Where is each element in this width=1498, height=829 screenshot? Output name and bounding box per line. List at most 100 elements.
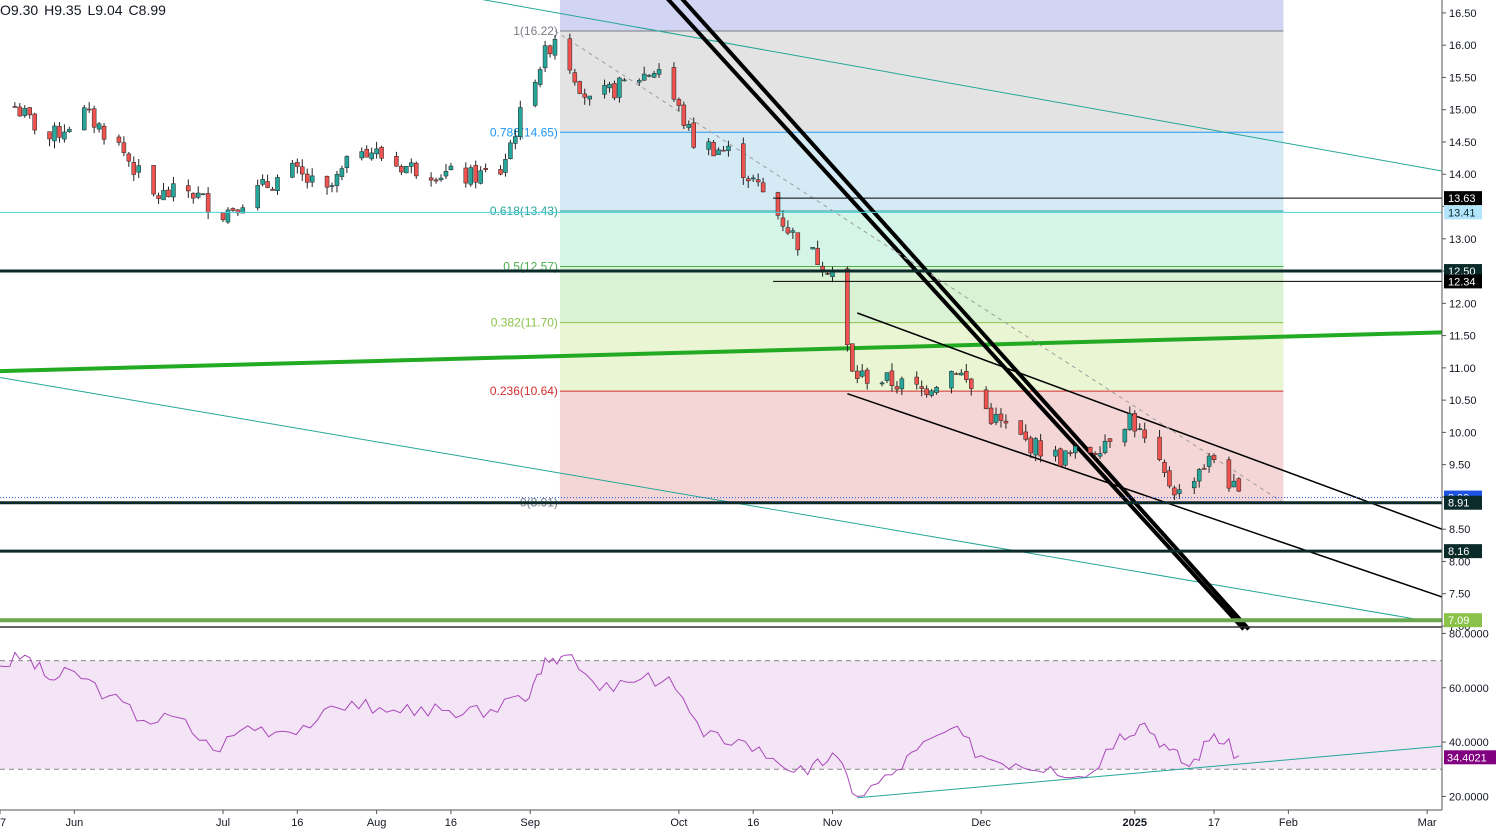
price-tick-label: 10.50 <box>1449 395 1477 407</box>
candle-body <box>12 106 18 108</box>
candle-body <box>706 141 711 150</box>
candle-body <box>552 38 558 56</box>
candle-body <box>468 167 474 185</box>
candle-body <box>542 45 548 69</box>
time-axis[interactable]: 17 Jun Jul 16 Aug 16 Sep Oct 16 Nov Dec 2025 17 Feb Ma… <box>0 809 1442 829</box>
candle-body <box>612 83 617 99</box>
candle-body <box>636 80 642 83</box>
price-tick-label: 9.50 <box>1449 460 1470 472</box>
time-tick-label: Jun <box>65 817 83 829</box>
candle-body <box>324 175 330 188</box>
candle-body <box>52 125 57 142</box>
candle-body <box>855 370 860 379</box>
candle-body <box>845 268 850 345</box>
candle-body <box>81 107 87 131</box>
candle-body <box>1236 478 1242 492</box>
candle-body <box>131 162 137 175</box>
candle-body <box>929 390 934 396</box>
candle-body <box>864 369 870 384</box>
candle-body <box>186 185 191 192</box>
candle-body <box>1162 461 1167 473</box>
candle-body <box>32 113 37 131</box>
candle-body <box>463 167 469 184</box>
candle-body <box>96 123 102 130</box>
ohlc-close: C8.99 <box>128 2 166 18</box>
candle-body <box>1073 446 1078 454</box>
price-tag <box>1444 191 1482 206</box>
price-tick-label: 10.00 <box>1449 427 1477 439</box>
steep-downtrend-lower <box>666 0 1246 631</box>
fib-zone <box>559 322 1284 392</box>
price-axis[interactable]: 16.5016.0015.5015.0014.5014.0013.5013.00… <box>1441 0 1498 829</box>
candle-body <box>617 77 622 98</box>
candle-body <box>369 152 374 160</box>
candle-body <box>607 83 612 89</box>
candle-body <box>309 175 315 183</box>
candle-body <box>850 343 855 372</box>
candles <box>12 33 1242 500</box>
candle-body <box>101 125 107 140</box>
candle-body <box>1127 413 1133 430</box>
rsi-band <box>0 660 1442 770</box>
price-tag-label: 12.34 <box>1448 276 1476 288</box>
fib-zone <box>559 30 1284 133</box>
price-tick-label: 14.50 <box>1449 137 1477 149</box>
candle-body <box>934 386 939 393</box>
fib-level-label: 1(16.22) <box>513 24 558 38</box>
candle-body <box>275 177 280 192</box>
fib-level-label: 0.786(14.65) <box>490 125 558 139</box>
candle-body <box>433 179 439 182</box>
falling-channel-bottom <box>847 392 1443 598</box>
price-tick-label: 11.00 <box>1449 363 1476 375</box>
time-tick-label: Aug <box>367 817 387 829</box>
candle-body <box>171 183 176 198</box>
time-tick-label: 17 <box>0 817 6 829</box>
candle-body <box>1023 431 1029 440</box>
candle-body <box>780 217 786 227</box>
candle-body <box>968 378 974 389</box>
steep-downtrend-upper <box>680 0 1251 631</box>
time-tick-label: 17 <box>1208 817 1220 829</box>
candle-body <box>949 371 954 389</box>
candle-body <box>329 185 335 187</box>
candle-body <box>27 107 32 116</box>
fib-zone <box>559 132 1284 212</box>
candle-body <box>17 106 23 117</box>
time-tick-label: Jul <box>216 817 230 829</box>
time-tick-label: Oct <box>670 817 687 829</box>
candle-body <box>1033 438 1038 456</box>
candle-body <box>334 174 340 186</box>
price-tick-label: 12.00 <box>1449 298 1477 310</box>
trendlines <box>0 0 1443 631</box>
candle-body <box>503 159 508 173</box>
candle-body <box>894 386 900 390</box>
rsi-tick-label: 60.0000 <box>1449 683 1489 695</box>
candle-body <box>587 95 592 100</box>
candle-body <box>1068 452 1073 454</box>
candle-body <box>899 378 905 390</box>
candle-body <box>126 153 132 162</box>
candle-body <box>225 209 231 223</box>
rsi-trendline <box>857 745 1443 799</box>
candle-body <box>716 149 721 155</box>
support-trendline-green <box>0 330 1443 374</box>
candle-body <box>300 166 305 175</box>
price-tag <box>1444 205 1482 220</box>
rsi-tick-label: 40.0000 <box>1449 737 1489 749</box>
price-tick-label: 16.50 <box>1449 8 1477 20</box>
candle-body <box>255 185 260 209</box>
candle-body <box>785 227 791 234</box>
price-tick-label: 14.00 <box>1449 169 1477 181</box>
candle-body <box>567 38 573 71</box>
fib-zone <box>559 211 1284 267</box>
axis-background <box>1442 0 1498 829</box>
candle-body <box>760 182 766 193</box>
candle-body <box>1038 440 1043 457</box>
candle-body <box>1231 480 1237 488</box>
rsi-value-tag <box>1444 750 1496 765</box>
candle-body <box>1063 450 1068 466</box>
fib-zone <box>559 0 1284 31</box>
candle-body <box>815 248 820 265</box>
candle-body <box>1211 455 1217 460</box>
